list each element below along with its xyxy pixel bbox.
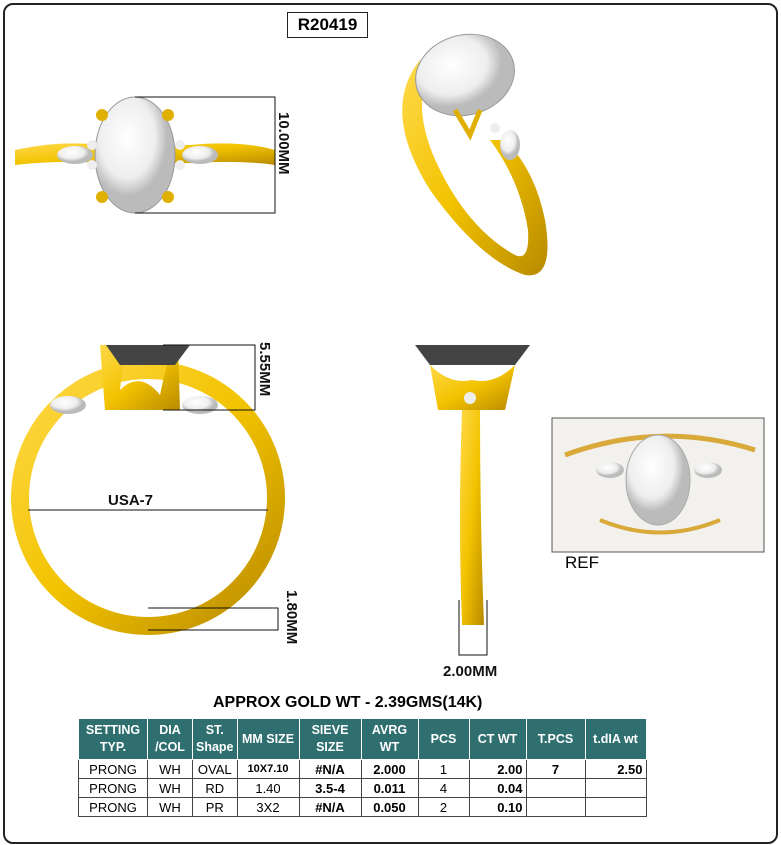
- height-dimension: 5.55MM: [256, 342, 273, 397]
- cell: 0.04: [468, 778, 527, 798]
- cell: 2.000: [360, 759, 419, 779]
- table-row: PRONG WH RD 1.40 3.5-4 0.011 4 0.04: [78, 778, 647, 798]
- cell: WH: [147, 778, 193, 798]
- column-header: SETTING TYP.: [78, 718, 148, 760]
- cell: WH: [147, 797, 193, 817]
- column-header: CT WT: [468, 718, 527, 760]
- cell: 2.50: [584, 759, 647, 779]
- side-view-ring: [415, 345, 530, 656]
- cell: 0.011: [360, 778, 419, 798]
- reference-photo: [551, 417, 765, 553]
- table-row: PRONG WH OVAL 10X7.10 #N/A 2.000 1 2.00 7 2.50: [78, 759, 647, 779]
- cell: WH: [147, 759, 193, 779]
- shank-thickness-dimension: 1.80MM: [283, 590, 300, 645]
- cell: 2: [417, 797, 470, 817]
- cell: 0.050: [360, 797, 419, 817]
- cell: 0.10: [468, 797, 527, 817]
- cell: #N/A: [298, 797, 362, 817]
- reference-label: REF: [565, 553, 599, 572]
- column-header: t.dIA wt: [584, 718, 647, 760]
- cell: [584, 797, 647, 817]
- cell: 10X7.10: [236, 759, 300, 779]
- cell: 7: [525, 759, 586, 779]
- cell: #N/A: [298, 759, 362, 779]
- top-width-dimension: 10.00MM: [275, 112, 292, 175]
- ring-size-label: USA-7: [108, 492, 154, 509]
- column-header: ST. Shape: [192, 718, 238, 760]
- column-header: AVRG WT: [360, 718, 419, 760]
- column-header: MM SIZE: [236, 718, 300, 760]
- cell: [584, 778, 647, 798]
- gold-weight-title: APPROX GOLD WT - 2.39GMS(14K): [213, 694, 483, 711]
- cell: PRONG: [78, 778, 148, 798]
- cell: PR: [192, 797, 238, 817]
- table-header-row: SETTING TYP. DIA /COL ST. Shape MM SIZE …: [78, 718, 647, 760]
- cell: PRONG: [78, 797, 148, 817]
- column-header: PCS: [417, 718, 470, 760]
- top-view-ring: [15, 96, 276, 214]
- cell: 1.40: [236, 778, 300, 798]
- page-border: [3, 3, 778, 844]
- cell: [525, 797, 586, 817]
- perspective-ring: [402, 33, 548, 276]
- stone-details-table: SETTING TYP. DIA /COL ST. Shape MM SIZE …: [78, 718, 647, 817]
- cell: RD: [192, 778, 238, 798]
- cell: 3.5-4: [298, 778, 362, 798]
- cell: 4: [417, 778, 470, 798]
- cell: 3X2: [236, 797, 300, 817]
- cell: 2.00: [468, 759, 527, 779]
- design-code: R20419: [287, 12, 368, 38]
- table-row: PRONG WH PR 3X2 #N/A 0.050 2 0.10: [78, 797, 647, 817]
- cell: 1: [417, 759, 470, 779]
- shank-width-dimension: 2.00MM: [443, 663, 498, 680]
- cell: OVAL: [192, 759, 238, 779]
- column-header: SIEVE SIZE: [298, 718, 362, 760]
- cell: [525, 778, 586, 798]
- front-view-ring: [11, 344, 285, 635]
- cell: PRONG: [78, 759, 148, 779]
- column-header: T.PCS: [525, 718, 586, 760]
- column-header: DIA /COL: [147, 718, 193, 760]
